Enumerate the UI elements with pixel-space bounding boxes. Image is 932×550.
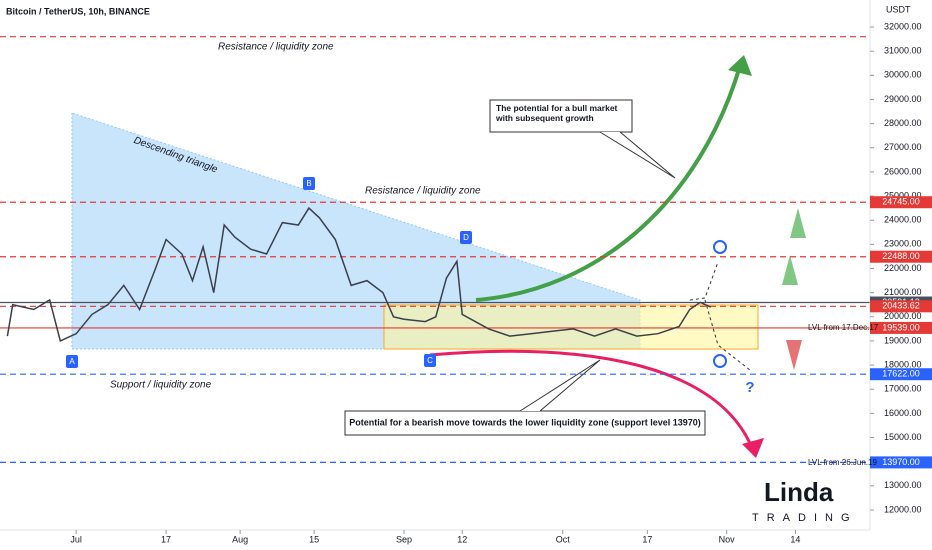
level-label: 17622.00 (882, 369, 920, 379)
pattern-badge (424, 354, 436, 367)
annotation: Support / liquidity zone (110, 380, 212, 391)
level-badge (870, 300, 932, 313)
pattern-label: C (427, 356, 433, 365)
y-tick-label: 24000.00 (884, 215, 922, 225)
y-tick-label: 29000.00 (884, 94, 922, 104)
price-line (6, 206, 712, 342)
y-tick-label: 27000.00 (884, 142, 922, 152)
level-note: LVL from 26.Jun.19 (808, 458, 877, 467)
annotation: Resistance / liquidity zone (365, 186, 481, 197)
pattern-label: B (306, 179, 311, 188)
level-note: LVL from 17.Dec.17 (808, 323, 879, 332)
y-tick-label: 21000.00 (884, 287, 922, 297)
callout: The potential for a bull market with sub… (496, 103, 618, 123)
callout-tail (519, 359, 601, 412)
y-tick-label: 30000.00 (884, 70, 922, 80)
green-arrow (790, 208, 806, 238)
x-tick-label: 14 (790, 534, 800, 544)
level-badge (870, 368, 932, 381)
level-badge (870, 196, 932, 209)
x-tick-label: Sep (396, 534, 412, 544)
callout-text: The potential for a bull market with sub… (496, 103, 618, 123)
level-label: 19539.00 (882, 322, 920, 332)
y-tick-label: 19000.00 (884, 335, 922, 345)
level-badge (870, 456, 932, 469)
bull-arrow (475, 65, 742, 302)
x-tick-label: 15 (309, 534, 319, 544)
level-label: 13970.00 (882, 457, 920, 467)
y-tick-label: 17000.00 (884, 384, 922, 394)
callout-text: Potential for a bearish move towards the… (349, 417, 701, 427)
x-tick-label: Aug (232, 534, 248, 544)
y-tick-label: 12000.00 (884, 504, 922, 514)
axes: 12000.0013000.0014000.0015000.0016000.00… (70, 21, 932, 544)
plot (6, 206, 712, 342)
level-label: 22488.00 (882, 251, 920, 261)
red-arrow (786, 340, 802, 370)
callout-tail (599, 131, 676, 179)
logo-sub: TRADING (752, 512, 858, 524)
y-tick-label: 15000.00 (884, 432, 922, 442)
callout-box (489, 99, 633, 133)
y-tick-label: 18000.00 (884, 359, 922, 369)
level-badge (870, 321, 932, 334)
y-tick-label: 13000.00 (884, 480, 922, 490)
level-label: 24745.00 (882, 197, 920, 207)
levels (0, 36, 870, 463)
y-tick-label: 22000.00 (884, 263, 922, 273)
y-tick-label: 25000.00 (884, 190, 922, 200)
x-tick-label: 12 (457, 534, 467, 544)
callout-box (344, 410, 706, 436)
x-tick-label: Jul (70, 534, 82, 544)
y-axis-label: USDT (886, 4, 911, 14)
chart-title: Bitcoin / TetherUS, 10h, BINANCE (6, 6, 150, 16)
y-tick-label: 31000.00 (884, 46, 922, 56)
y-tick-label: 32000.00 (884, 21, 922, 31)
y-tick-label: 23000.00 (884, 239, 922, 249)
level-badge (870, 250, 932, 263)
bear-arrow (429, 349, 754, 449)
level-label: 20433.62 (882, 301, 920, 311)
green-arrow (782, 255, 798, 285)
annotation: Resistance / liquidity zone (218, 42, 334, 53)
path-projection (689, 261, 751, 371)
bull-arrow-head (728, 55, 752, 76)
question-mark: ? (745, 379, 754, 396)
x-tick-label: Nov (719, 534, 736, 544)
x-tick-label: 17 (642, 534, 652, 544)
pattern-label: D (463, 233, 469, 242)
y-tick-label: 20000.00 (884, 311, 922, 321)
target-icon (713, 354, 727, 368)
pattern-badge (303, 177, 315, 190)
y-tick-label: 16000.00 (884, 408, 922, 418)
bear-arrow-head (742, 438, 764, 458)
pattern-badge (460, 231, 472, 244)
target-icon (713, 240, 727, 254)
y-tick-label: 26000.00 (884, 166, 922, 176)
pattern-label: A (69, 357, 75, 366)
x-tick-label: 17 (161, 534, 171, 544)
logo: Linda (764, 477, 834, 507)
pattern-badge (66, 355, 78, 368)
x-tick-label: Oct (556, 534, 571, 544)
range-box (383, 304, 759, 350)
y-tick-label: 28000.00 (884, 118, 922, 128)
